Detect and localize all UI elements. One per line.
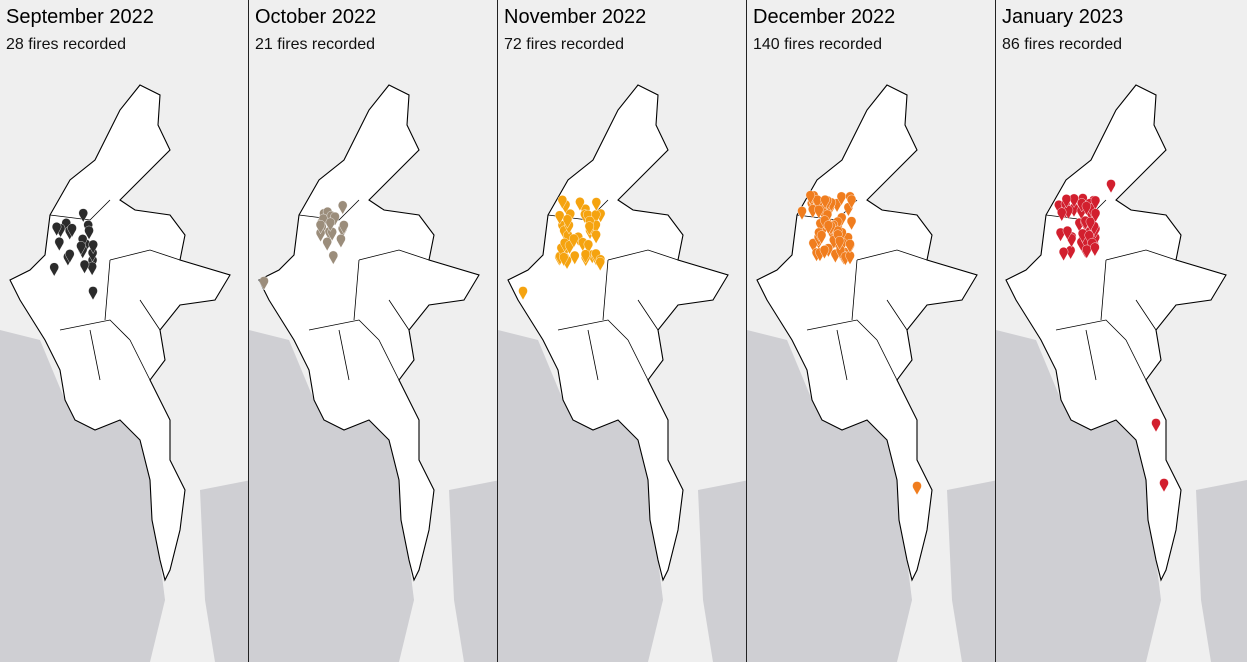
fire-marker bbox=[569, 233, 579, 248]
map bbox=[996, 0, 1247, 662]
fire-marker bbox=[1082, 244, 1092, 259]
panel-subtitle: 28 fires recorded bbox=[6, 36, 127, 53]
map-panel: October 2022 21 fires recorded bbox=[249, 0, 498, 662]
fire-marker bbox=[1090, 208, 1101, 223]
sea bbox=[698, 480, 746, 662]
fire-marker bbox=[1062, 225, 1073, 241]
fire-marker bbox=[1058, 247, 1069, 262]
fire-marker bbox=[49, 262, 59, 277]
fire-marker bbox=[1090, 242, 1100, 257]
fire-marker bbox=[562, 214, 573, 229]
fire-marker bbox=[518, 286, 528, 301]
region-borders bbox=[298, 199, 430, 381]
fire-marker bbox=[834, 236, 845, 251]
fire-marker bbox=[77, 234, 88, 249]
region-borders bbox=[49, 199, 181, 381]
fire-marker bbox=[84, 225, 94, 240]
fire-marker bbox=[1084, 230, 1094, 245]
fire-marker bbox=[814, 204, 824, 220]
fire-marker bbox=[570, 250, 580, 266]
fire-marker bbox=[78, 208, 88, 223]
sea bbox=[996, 330, 1161, 662]
panel-subtitle: 72 fires recorded bbox=[504, 36, 625, 53]
fire-marker bbox=[797, 206, 807, 221]
panel-title: September 2022 bbox=[6, 6, 154, 28]
fire-marker bbox=[1151, 418, 1161, 433]
fire-marker bbox=[325, 217, 336, 232]
fire-marker bbox=[76, 241, 86, 256]
sea bbox=[0, 330, 165, 662]
fire-marker bbox=[322, 237, 332, 252]
sea bbox=[498, 330, 663, 662]
fire-marker bbox=[557, 195, 568, 210]
fire-marker bbox=[328, 250, 338, 265]
fire-marker bbox=[65, 249, 75, 264]
sea bbox=[1196, 480, 1247, 662]
fire-marker bbox=[846, 216, 857, 231]
fire-marker bbox=[816, 230, 827, 245]
fire-marker bbox=[912, 481, 922, 496]
fire-marker bbox=[259, 276, 269, 291]
fire-marker bbox=[846, 194, 857, 209]
sea bbox=[747, 330, 912, 662]
fire-marker bbox=[583, 239, 594, 254]
fire-marker bbox=[823, 220, 834, 235]
panel-title: December 2022 bbox=[753, 6, 896, 28]
sea bbox=[449, 480, 497, 662]
fire-marker bbox=[595, 257, 605, 272]
fire-marker bbox=[559, 252, 569, 267]
fire-marker bbox=[805, 190, 816, 205]
fire-marker bbox=[339, 220, 349, 235]
fire-marker bbox=[79, 259, 90, 274]
panel-title: January 2023 bbox=[1002, 6, 1124, 28]
country-outline bbox=[9, 84, 231, 582]
panel-subtitle: 21 fires recorded bbox=[255, 36, 376, 53]
fire-marker bbox=[820, 195, 830, 210]
fire-marker bbox=[51, 222, 62, 237]
fire-marker bbox=[88, 286, 98, 301]
fire-marker bbox=[67, 223, 77, 238]
map-panel: January 2023 86 fires recorded bbox=[996, 0, 1247, 662]
fire-marker bbox=[575, 197, 585, 212]
fire-marker bbox=[1085, 216, 1096, 232]
map bbox=[498, 0, 746, 662]
panel-title: November 2022 bbox=[504, 6, 647, 28]
fire-marker bbox=[338, 200, 348, 215]
panel-subtitle: 86 fires recorded bbox=[1002, 36, 1123, 53]
fire-marker bbox=[584, 221, 595, 236]
map-panel: December 2022 140 fires recorded bbox=[747, 0, 996, 662]
fire-marker bbox=[580, 249, 591, 264]
panel-subtitle: 140 fires recorded bbox=[753, 36, 882, 53]
map-panel: September 2022 28 fires recorded bbox=[0, 0, 249, 662]
fire-marker bbox=[336, 234, 346, 249]
fire-marker bbox=[1081, 201, 1092, 216]
fire-marker bbox=[1090, 195, 1101, 210]
sea bbox=[947, 480, 995, 662]
panel-title: October 2022 bbox=[255, 6, 377, 28]
map-panel: November 2022 72 fires recorded bbox=[498, 0, 747, 662]
fire-marker bbox=[845, 239, 855, 254]
fire-marker bbox=[1057, 207, 1067, 222]
sea bbox=[200, 480, 248, 662]
fire-marker bbox=[88, 239, 98, 254]
map bbox=[747, 0, 995, 662]
fire-marker bbox=[591, 229, 601, 245]
fire-marker bbox=[1159, 478, 1169, 493]
fire-marker bbox=[591, 197, 602, 212]
fire-marker bbox=[315, 220, 326, 235]
map bbox=[249, 0, 497, 662]
fire-marker bbox=[1061, 194, 1072, 209]
map bbox=[0, 0, 248, 662]
fire-marker bbox=[1106, 179, 1116, 194]
fire-marker bbox=[54, 237, 64, 252]
fire-marker bbox=[819, 245, 830, 260]
sea bbox=[249, 330, 414, 662]
